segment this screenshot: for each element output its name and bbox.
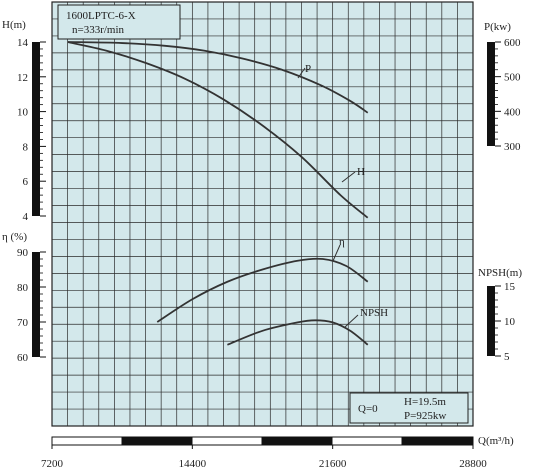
annotation-h: H=19.5m — [404, 396, 446, 408]
h-tick-label: 8 — [23, 141, 29, 153]
x-axis-label: Q(m³/h) — [478, 435, 514, 447]
x-axis-bar-segment — [261, 436, 333, 446]
x-axis-ticks: 7200 14400 21600 28800 — [41, 445, 487, 470]
eta-axis-ticks: 60 70 80 90 — [17, 247, 46, 364]
x-tick-label: 21600 — [319, 458, 347, 470]
annotation-q0: Q=0 — [358, 403, 378, 415]
h-tick-label: 4 — [23, 211, 29, 223]
x-axis-bar-segment — [51, 436, 123, 446]
svg-text:H: H — [357, 166, 365, 178]
p-axis-bar — [487, 42, 495, 146]
x-axis-bar — [51, 436, 474, 446]
eta-tick-label: 60 — [17, 352, 29, 364]
x-tick-label: 14400 — [179, 458, 207, 470]
curves — [67, 41, 369, 346]
h-tick-label: 12 — [17, 72, 28, 84]
p-curve — [67, 41, 369, 114]
grid-lines — [52, 2, 473, 426]
x-tick-label: 28800 — [459, 458, 487, 470]
series-label-h: H — [341, 166, 365, 183]
chart-subtitle: n=333r/min — [72, 24, 125, 36]
npsh-axis-bar — [487, 286, 495, 356]
h-axis-label: H(m) — [2, 19, 26, 31]
svg-text:P: P — [305, 63, 311, 75]
eta-tick-label: 90 — [17, 247, 29, 259]
eta-tick-label: 80 — [17, 282, 29, 294]
chart-title: 1600LPTC-6-X — [66, 10, 136, 22]
eta-axis-bar — [32, 252, 40, 357]
series-label-p: P — [297, 63, 311, 79]
h-tick-label: 10 — [17, 107, 29, 119]
h-axis-ticks: 4 6 8 10 12 14 — [17, 37, 46, 223]
h-tick-label: 6 — [23, 176, 29, 188]
eta-tick-label: 70 — [17, 317, 29, 329]
eta-curve — [156, 257, 369, 323]
x-axis-bar-segment — [191, 436, 263, 446]
npsh-curve — [227, 319, 369, 346]
series-label-npsh: NPSH — [344, 307, 388, 328]
annotation-box — [349, 392, 469, 424]
p-axis-label: P(kw) — [484, 21, 511, 33]
npsh-tick-label: 15 — [504, 281, 516, 293]
svg-text:η: η — [339, 236, 345, 248]
plot-area — [51, 1, 474, 427]
x-axis-bar-segment — [121, 436, 193, 446]
p-tick-label: 400 — [504, 106, 521, 118]
series-label-eta: η — [332, 236, 345, 262]
p-tick-label: 500 — [504, 72, 521, 84]
npsh-axis-ticks: 5 10 15 — [495, 281, 516, 363]
x-tick-label: 7200 — [41, 458, 64, 470]
h-curve — [67, 41, 369, 219]
npsh-axis-label: NPSH(m) — [478, 267, 522, 279]
x-axis-bar-segment — [331, 436, 403, 446]
x-axis-bar-segment — [401, 436, 474, 446]
h-axis-bar — [32, 42, 40, 216]
eta-axis-label: η (%) — [2, 231, 27, 243]
npsh-tick-label: 10 — [504, 316, 516, 328]
h-tick-label: 14 — [17, 37, 29, 49]
annotation-p: P=925kw — [404, 410, 446, 422]
p-axis-ticks: 300 400 500 600 — [495, 37, 521, 153]
p-tick-label: 300 — [504, 141, 521, 153]
svg-text:NPSH: NPSH — [360, 307, 388, 319]
npsh-tick-label: 5 — [504, 351, 510, 363]
title-box — [57, 4, 181, 40]
p-tick-label: 600 — [504, 37, 521, 49]
